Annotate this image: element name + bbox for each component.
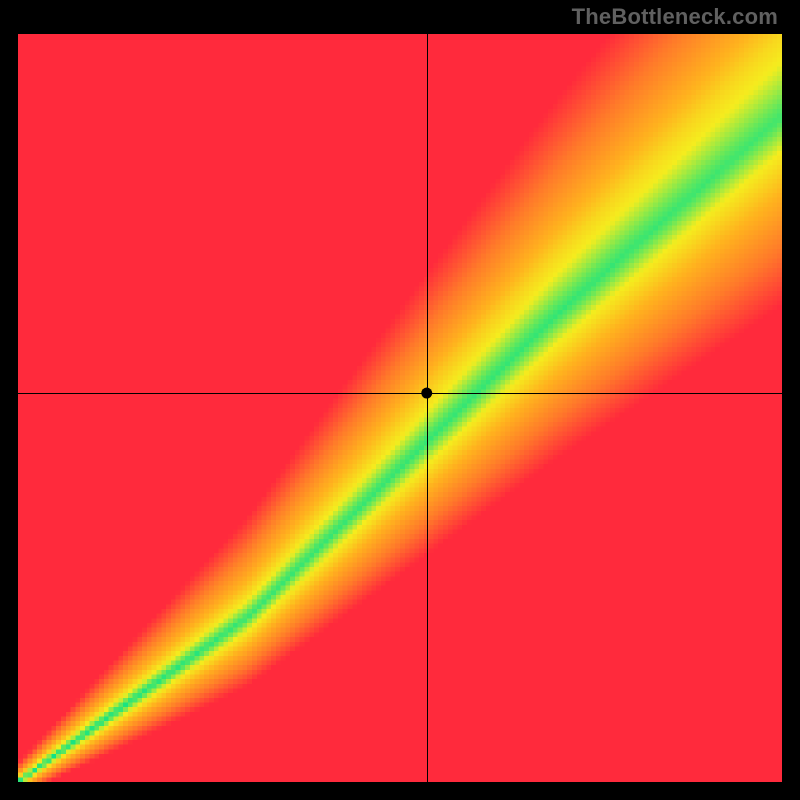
watermark-text: TheBottleneck.com: [572, 4, 778, 30]
chart-container: { "watermark": { "text": "TheBottleneck.…: [0, 0, 800, 800]
crosshair-overlay: [0, 0, 800, 800]
